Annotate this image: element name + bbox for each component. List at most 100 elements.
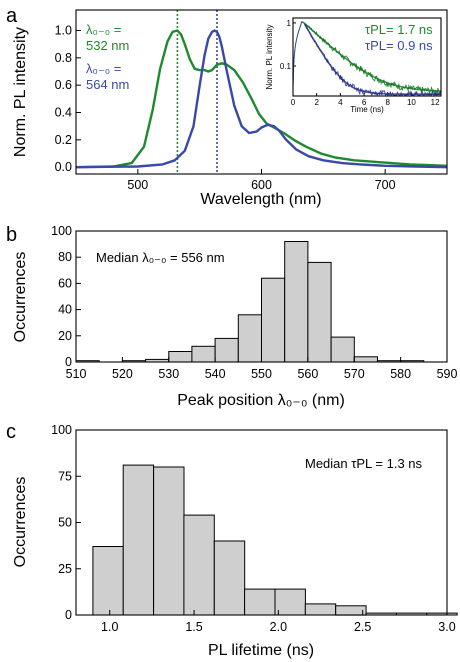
inset-xtick-label: 10 (407, 98, 416, 107)
panel-a-frame (75, 9, 448, 175)
inset-frame (292, 17, 442, 97)
panel-a-ytick-label: 0.2 (55, 133, 72, 147)
histogram-bar (92, 546, 124, 616)
inset-ytick-label: 1 (287, 19, 292, 28)
inset-xtick-label: 2 (314, 98, 319, 107)
histogram-bar (330, 336, 355, 363)
panel-c-ylabel: Occurrences (12, 477, 29, 568)
histogram-bar (122, 464, 155, 616)
panel-b-label: b (6, 224, 17, 246)
histogram-bar (304, 603, 337, 616)
b-xtick-label: 540 (205, 367, 226, 381)
panel-a-series (76, 10, 447, 174)
panel-a-xtick-label: 700 (375, 178, 396, 192)
panel-a-xtick-label: 600 (251, 178, 272, 192)
b-xtick-label: 550 (251, 367, 272, 381)
legend-blue-line1: λ₀₋₀ = (86, 61, 121, 76)
fit-blue (304, 24, 441, 95)
c-xtick-label: 2.0 (270, 620, 287, 634)
inset-xlabel: Time (ns) (350, 105, 384, 114)
panel-a-ytick-label: 1.0 (55, 24, 72, 38)
legend-blue-line2: 564 nm (86, 77, 129, 92)
inset-decay: 0 2 4 6 8 10 12 0.1 1 Time (ns) Norm. PL intensi… (265, 17, 442, 114)
histogram-bar (274, 588, 306, 616)
panel-c-xlabel: PL lifetime (ns) (208, 642, 314, 659)
panel-b-bars (75, 241, 425, 363)
spectrum-blue (76, 29, 447, 169)
c-xtick-label: 1.5 (185, 620, 202, 634)
histogram-bar (213, 540, 246, 616)
b-xtick-label: 590 (437, 367, 458, 381)
inset-tau-blue: τPL= 0.9 ns (365, 38, 433, 53)
b-ytick-label: 20 (58, 329, 72, 343)
b-xtick-label: 580 (390, 367, 411, 381)
histogram-bar (261, 277, 286, 363)
panel-c-label: c (6, 421, 16, 443)
spectrum-green (76, 29, 447, 169)
b-xtick-label: 530 (158, 367, 179, 381)
b-ytick-label: 80 (58, 250, 72, 264)
b-ytick-label: 0 (65, 355, 72, 369)
panel-a-label: a (6, 5, 18, 27)
b-xtick-label: 520 (112, 367, 133, 381)
c-ytick-label: 0 (65, 608, 72, 622)
panel-c-histogram: c 1.0 1.5 2.0 2.5 3.0 0 25 50 75 100 PL lifetime … (6, 421, 458, 659)
histogram-bar (191, 345, 216, 363)
legend-green-line2: 532 nm (86, 38, 129, 53)
histogram-bar (353, 356, 378, 363)
b-xtick-label: 570 (344, 367, 365, 381)
panel-b-xlabel: Peak position λ₀₋₀ (nm) (177, 392, 345, 409)
panel-a-ticks: 500 600 700 0.0 0.2 0.4 0.6 0.8 1.0 (55, 24, 396, 193)
panel-a-ytick-label: 0.0 (55, 160, 72, 174)
histogram-bar (237, 314, 263, 363)
inset-series (293, 20, 441, 96)
panel-a-xtick-label: 500 (127, 178, 148, 192)
inset-tau-green: τPL= 1.7 ns (365, 22, 433, 37)
c-xtick-label: 2.5 (354, 620, 371, 634)
inset-xtick-label: 8 (385, 98, 390, 107)
c-xtick-label: 3.0 (438, 620, 455, 634)
panel-b-histogram: b 510 520 530 540 550 560 570 580 590 0 20 40 60 80 10… (6, 224, 457, 409)
panel-a-ytick-label: 0.8 (55, 51, 72, 65)
legend-green-line1: λ₀₋₀ = (86, 22, 121, 37)
panel-c-frame (75, 429, 448, 616)
c-ytick-label: 25 (58, 562, 72, 576)
panel-a-spectra: a 500 600 700 0.0 0.2 0.4 0.6 0.8 1.0 Wavelength… (6, 5, 448, 208)
histogram-bar (214, 337, 239, 363)
c-ytick-label: 100 (51, 423, 72, 437)
b-ytick-label: 40 (58, 303, 72, 317)
inset-xtick-label: 12 (431, 98, 440, 107)
inset-ylabel: Norm. PL intensity (265, 24, 274, 89)
histogram-bar (307, 261, 332, 363)
panel-a-ytick-label: 0.4 (55, 106, 72, 120)
panel-c-median: Median τPL = 1.3 ns (305, 456, 423, 471)
b-xtick-label: 510 (66, 367, 87, 381)
panel-c-ticks: 1.0 1.5 2.0 2.5 3.0 0 25 50 75 100 (51, 423, 456, 634)
panel-b-median: Median λ₀₋₀ = 556 nm (96, 250, 225, 265)
panel-b-frame (75, 230, 448, 363)
inset-ytick-label: 0.1 (280, 62, 292, 71)
panel-b-ticks: 510 520 530 540 550 560 570 580 590 0 20 40 60 80 100 (51, 224, 457, 381)
histogram-bar (335, 605, 367, 616)
c-ytick-label: 75 (58, 469, 72, 483)
histogram-bar (244, 588, 276, 616)
fit-green (304, 22, 441, 92)
histogram-bar (153, 466, 185, 616)
histogram-bar (168, 351, 193, 363)
c-xtick-label: 1.0 (101, 620, 118, 634)
b-ytick-label: 100 (51, 224, 72, 238)
panel-a-ylabel: Norm. PL intensity (12, 27, 29, 157)
panel-a-xlabel: Wavelength (nm) (200, 191, 321, 208)
histogram-bar (284, 241, 309, 363)
histogram-bar (183, 514, 215, 616)
b-xtick-label: 560 (297, 367, 318, 381)
b-ytick-label: 60 (58, 276, 72, 290)
panel-c-bars (92, 464, 458, 616)
inset-background (293, 18, 441, 96)
inset-xtick-label: 6 (362, 98, 367, 107)
panel-b-ylabel: Occurrences (12, 252, 29, 343)
inset-xtick-label: 0 (291, 98, 296, 107)
c-ytick-label: 50 (58, 516, 72, 530)
inset-xtick-label: 4 (338, 98, 343, 107)
